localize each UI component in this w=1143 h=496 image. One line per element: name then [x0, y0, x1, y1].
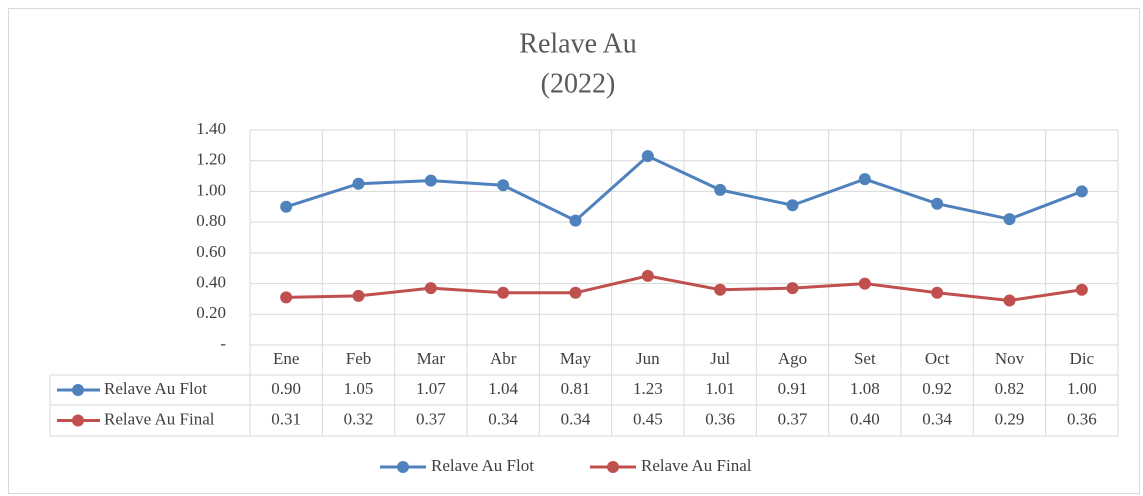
x-tick-label: Nov	[995, 349, 1025, 368]
marker	[786, 199, 799, 212]
table-value: 0.45	[633, 409, 663, 428]
y-tick-label: 1.00	[196, 180, 226, 199]
table-value: 0.91	[778, 379, 808, 398]
legend-label: Relave Au Final	[641, 456, 752, 475]
marker	[424, 174, 437, 187]
table-value: 1.01	[705, 379, 735, 398]
y-tick-label: -	[220, 334, 226, 353]
table-value: 1.07	[416, 379, 446, 398]
table-value: 0.36	[705, 409, 735, 428]
table-value: 0.90	[271, 379, 301, 398]
x-tick-label: Jun	[636, 349, 660, 368]
table-value: 0.37	[778, 409, 808, 428]
table-value: 0.34	[488, 409, 518, 428]
marker	[352, 289, 365, 302]
chart-border	[8, 8, 1140, 494]
x-tick-label: Jul	[710, 349, 730, 368]
chart-subtitle: (2022)	[541, 68, 616, 99]
y-tick-label: 1.20	[196, 150, 226, 169]
marker	[641, 269, 654, 282]
x-tick-label: Feb	[346, 349, 372, 368]
marker	[497, 286, 510, 299]
marker	[1075, 185, 1088, 198]
marker	[931, 286, 944, 299]
table-value: 0.31	[271, 409, 301, 428]
marker	[569, 214, 582, 227]
y-tick-label: 0.80	[196, 211, 226, 230]
table-value: 0.29	[995, 409, 1025, 428]
marker	[858, 173, 871, 186]
series-line	[286, 274, 1083, 302]
x-tick-label: Mar	[417, 349, 446, 368]
x-tick-label: Set	[854, 349, 876, 368]
table-value: 1.00	[1067, 379, 1097, 398]
legend-key-marker	[72, 384, 84, 396]
marker	[931, 197, 944, 210]
y-tick-label: 1.40	[196, 119, 226, 138]
table-value: 0.34	[561, 409, 591, 428]
marker	[1003, 213, 1016, 226]
table-series-name: Relave Au Final	[104, 409, 215, 428]
marker	[352, 177, 365, 190]
table-series-name: Relave Au Flot	[104, 379, 207, 398]
series-line	[285, 154, 1083, 223]
table-value: 1.04	[488, 379, 518, 398]
marker	[280, 291, 293, 304]
x-tick-label: Ago	[778, 349, 807, 368]
table-value: 0.82	[995, 379, 1025, 398]
marker	[280, 200, 293, 213]
marker	[1003, 294, 1016, 307]
marker	[569, 286, 582, 299]
x-tick-label: Dic	[1070, 349, 1095, 368]
marker	[641, 150, 654, 163]
x-tick-label: Ene	[273, 349, 299, 368]
table-value: 1.08	[850, 379, 880, 398]
legend-key-marker	[397, 461, 409, 473]
legend-label: Relave Au Flot	[431, 456, 534, 475]
y-tick-label: 0.20	[196, 303, 226, 322]
table-value: 0.37	[416, 409, 446, 428]
table-value: 1.23	[633, 379, 663, 398]
table-value: 0.92	[922, 379, 952, 398]
x-tick-label: May	[560, 349, 592, 368]
chart-title: Relave Au	[519, 28, 636, 59]
marker	[424, 282, 437, 295]
table-value: 0.81	[561, 379, 591, 398]
table-value: 0.36	[1067, 409, 1097, 428]
x-tick-label: Abr	[490, 349, 517, 368]
legend-key-marker	[72, 414, 84, 427]
table-value: 0.32	[344, 409, 374, 428]
table-value: 0.40	[850, 409, 880, 428]
marker	[1075, 283, 1088, 296]
marker	[786, 282, 799, 295]
legend-key-marker	[607, 461, 619, 473]
y-tick-label: 0.60	[196, 242, 226, 261]
table-value: 0.34	[922, 409, 952, 428]
marker	[858, 277, 871, 290]
x-tick-label: Oct	[925, 349, 950, 368]
marker	[714, 183, 727, 196]
y-tick-label: 0.40	[196, 272, 226, 291]
marker	[497, 179, 510, 192]
marker	[714, 283, 727, 296]
table-value: 1.05	[344, 379, 374, 398]
